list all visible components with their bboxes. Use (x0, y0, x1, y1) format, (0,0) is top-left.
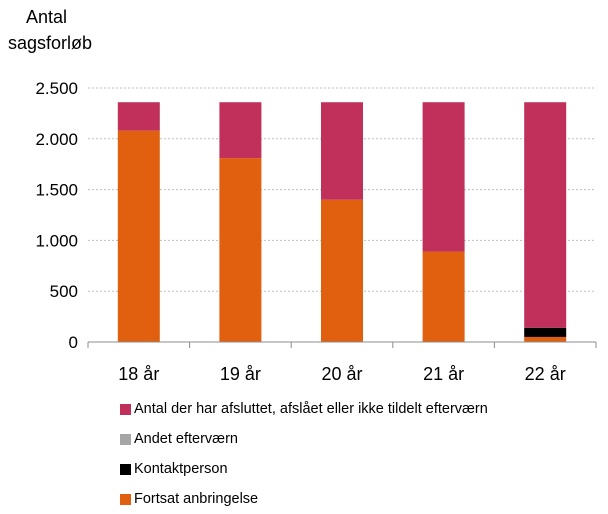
legend-label: Andet efterværn (134, 431, 238, 447)
bar-segment (524, 327, 567, 337)
legend: Antal der har afsluttet, afslået eller i… (120, 394, 488, 514)
legend-label: Antal der har afsluttet, afslået eller i… (134, 401, 488, 417)
legend-item: Fortsat anbringelse (120, 484, 488, 514)
bar-segment (117, 102, 160, 131)
y-tick-label: 500 (50, 282, 78, 301)
bar-segment (219, 158, 262, 342)
legend-swatch (120, 433, 131, 445)
legend-label: Fortsat anbringelse (134, 491, 259, 507)
legend-swatch (120, 403, 131, 415)
y-axis-title-line-2: sagsforløb (8, 33, 93, 53)
y-tick-label: 2.000 (35, 130, 78, 149)
y-axis-title-line-1: Antal (26, 7, 68, 27)
bar-segment (117, 130, 160, 342)
y-tick-label: 2.500 (35, 79, 78, 98)
x-tick-label: 20 år (321, 364, 362, 384)
legend-swatch (120, 493, 131, 505)
legend-item: Antal der har afsluttet, afslået eller i… (120, 394, 488, 424)
legend-item: Kontaktperson (120, 454, 488, 484)
x-tick-label: 22 år (525, 364, 566, 384)
bar-segment (422, 251, 465, 342)
x-tick-label: 18 år (118, 364, 159, 384)
y-tick-label: 1.500 (35, 181, 78, 200)
y-axis-title: Antal sagsforløb (8, 4, 128, 56)
x-tick-label: 19 år (220, 364, 261, 384)
bar-segment (219, 102, 262, 159)
bar-segment (524, 102, 567, 328)
bar-segment (321, 199, 363, 342)
y-tick-label: 1.000 (35, 231, 78, 250)
x-tick-label: 21 år (423, 364, 464, 384)
legend-swatch (120, 463, 131, 475)
bar-segment (422, 102, 465, 252)
stacked-bar-chart: 0 500 1.000 1.500 2.000 2.500 18 år 19 år 20 år 2… (35, 79, 597, 384)
legend-label: Kontaktperson (134, 461, 228, 477)
bar-segment (524, 336, 567, 342)
legend-item: Andet efterværn (120, 424, 488, 454)
bar-segment (321, 102, 363, 200)
y-tick-label: 0 (69, 333, 78, 352)
